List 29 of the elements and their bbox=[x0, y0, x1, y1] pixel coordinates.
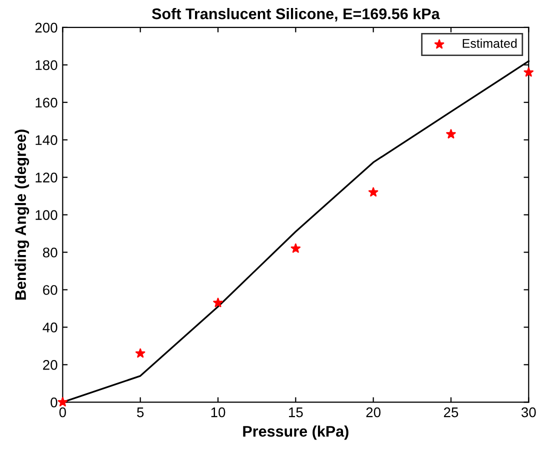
x-tick-label: 15 bbox=[289, 408, 303, 418]
point bbox=[213, 298, 223, 308]
y-tick-label: 40 bbox=[42, 322, 58, 332]
x-tick-label: 5 bbox=[137, 408, 144, 418]
chart-title: Soft Translucent Silicone, E=169.56 kPa bbox=[152, 8, 440, 22]
x-axis-title: Pressure (kPa) bbox=[243, 426, 348, 440]
x-tick-label: 30 bbox=[521, 407, 536, 418]
y-tick-label: 100 bbox=[36, 210, 58, 220]
y-axis-title: Bending Angle (degree) bbox=[14, 130, 30, 300]
legend-label: Estimated bbox=[462, 38, 517, 48]
x-tick-label: 10 bbox=[211, 407, 226, 418]
x-tick-label: 0 bbox=[59, 407, 66, 418]
point bbox=[135, 348, 146, 358]
y-tick-label: 60 bbox=[43, 285, 58, 295]
y-tick-label: 180 bbox=[36, 60, 58, 70]
y-tick-label: 0 bbox=[50, 397, 58, 408]
x-tick-label: 20 bbox=[366, 407, 381, 418]
y-tick-label: 20 bbox=[43, 360, 58, 370]
point bbox=[446, 129, 456, 138]
y-tick-label: 80 bbox=[42, 248, 58, 258]
y-tick-label: 120 bbox=[36, 172, 58, 182]
y-tick-label: 200 bbox=[35, 22, 58, 33]
y-tick-label: 140 bbox=[36, 135, 58, 146]
point bbox=[524, 67, 534, 77]
point bbox=[58, 397, 68, 406]
y-tick-label: 160 bbox=[36, 98, 58, 108]
point bbox=[290, 243, 301, 253]
x-tick-label: 25 bbox=[444, 407, 458, 418]
point bbox=[368, 187, 378, 197]
